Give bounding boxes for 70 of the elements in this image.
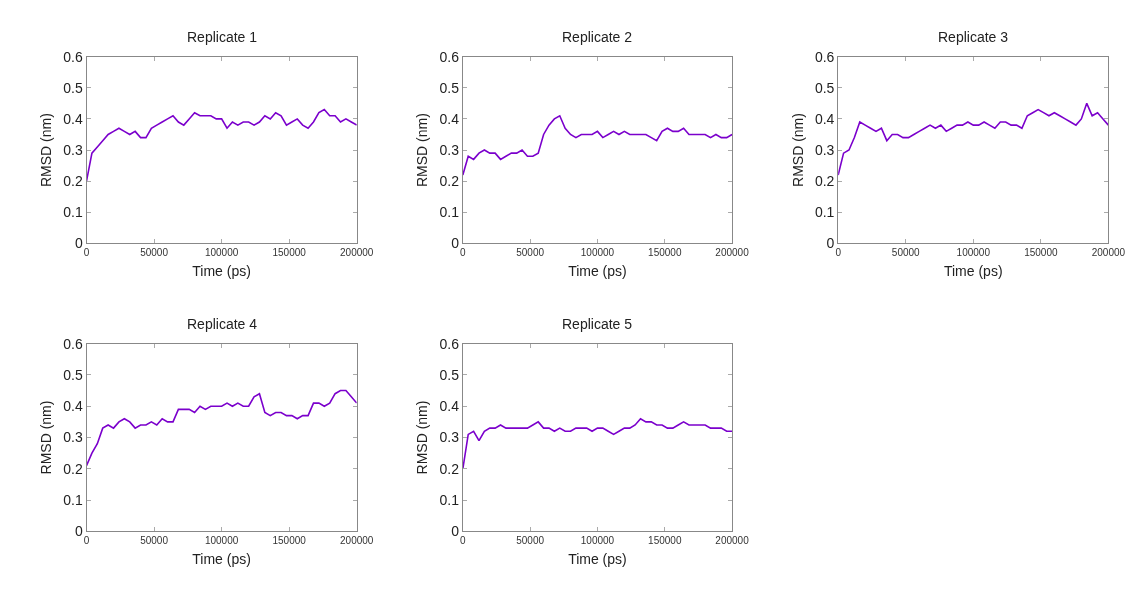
x-axis-title: Time (ps): [192, 550, 251, 567]
y-tick-label: 0.1: [814, 204, 835, 221]
y-axis-title: RMSD (nm): [414, 113, 431, 187]
y-tick-label: 0.5: [63, 79, 83, 96]
x-tick-label: 50000: [140, 535, 169, 547]
chart-title: Replicate 4: [187, 316, 258, 332]
y-tick-label: 0.6: [439, 335, 460, 352]
x-tick-label: 150000: [648, 535, 682, 547]
y-tick-label: 0.1: [63, 491, 83, 508]
x-tick-label: 100000: [204, 535, 239, 547]
y-tick-label: 0.5: [439, 79, 460, 96]
x-axis-title: Time (ps): [568, 262, 627, 279]
y-tick-label: 0.2: [439, 460, 460, 477]
y-tick-label: 0.3: [814, 141, 835, 158]
x-tick-label: 150000: [272, 247, 307, 259]
chart-title: Replicate 3: [938, 29, 1009, 45]
y-axis-title: RMSD (nm): [414, 400, 431, 475]
y-tick-label: 0.6: [814, 48, 835, 65]
y-tick-label: 0.2: [63, 460, 83, 477]
y-axis-title: RMSD (nm): [37, 400, 54, 475]
x-tick-label: 50000: [140, 247, 169, 259]
y-tick-label: 0.2: [63, 173, 83, 190]
chart-title: Replicate 2: [562, 29, 633, 45]
y-tick-label: 0.1: [439, 491, 460, 508]
y-tick-label: 0.5: [63, 366, 83, 383]
y-tick-label: 0.6: [439, 48, 460, 65]
y-tick-label: 0.3: [63, 429, 83, 446]
x-tick-label: 150000: [272, 535, 307, 547]
y-tick-label: 0.5: [439, 366, 460, 383]
x-axis-title: Time (ps): [192, 262, 251, 279]
y-tick-label: 0.4: [439, 398, 460, 415]
y-tick-label: 0.4: [439, 110, 460, 127]
x-tick-label: 100000: [956, 247, 991, 259]
x-tick-label: 100000: [580, 535, 615, 547]
x-tick-label: 200000: [340, 535, 374, 547]
x-tick-label: 50000: [516, 247, 545, 259]
line-series: [86, 389, 357, 467]
line-series: [838, 102, 1109, 176]
y-tick-label: 0.2: [814, 173, 835, 190]
x-tick-label: 150000: [1024, 247, 1058, 259]
x-tick-label: 50000: [516, 535, 545, 547]
line-series: [86, 108, 357, 182]
x-tick-label: 200000: [715, 247, 750, 259]
x-axis-title: Time (ps): [568, 550, 627, 567]
x-tick-label: 150000: [648, 247, 682, 259]
x-tick-label: 200000: [1091, 247, 1126, 259]
chart-title: Replicate 5: [562, 316, 633, 332]
chart-title: Replicate 1: [187, 29, 258, 45]
x-tick-label: 200000: [340, 247, 374, 259]
x-tick-label: 50000: [891, 247, 921, 259]
x-tick-label: 100000: [204, 247, 239, 259]
y-tick-label: 0.6: [63, 335, 83, 352]
y-tick-label: 0.1: [439, 204, 460, 221]
y-tick-label: 0.4: [63, 398, 83, 415]
y-axis-title: RMSD (nm): [37, 113, 54, 187]
y-axis-title: RMSD (nm): [789, 113, 806, 187]
y-tick-label: 0.4: [814, 110, 835, 127]
y-tick-label: 0.4: [63, 110, 83, 127]
y-tick-label: 0.3: [63, 141, 83, 158]
x-tick-label: 100000: [580, 247, 615, 259]
line-series: [462, 114, 733, 176]
y-tick-label: 0.3: [439, 429, 460, 446]
x-axis-title: Time (ps): [943, 262, 1003, 279]
y-tick-label: 0.2: [439, 173, 460, 190]
x-tick-label: 200000: [715, 535, 750, 547]
y-tick-label: 0.5: [814, 79, 835, 96]
y-tick-label: 0.6: [63, 48, 83, 65]
line-series: [462, 417, 733, 470]
y-tick-label: 0.1: [63, 204, 83, 221]
y-tick-label: 0.3: [439, 141, 460, 158]
